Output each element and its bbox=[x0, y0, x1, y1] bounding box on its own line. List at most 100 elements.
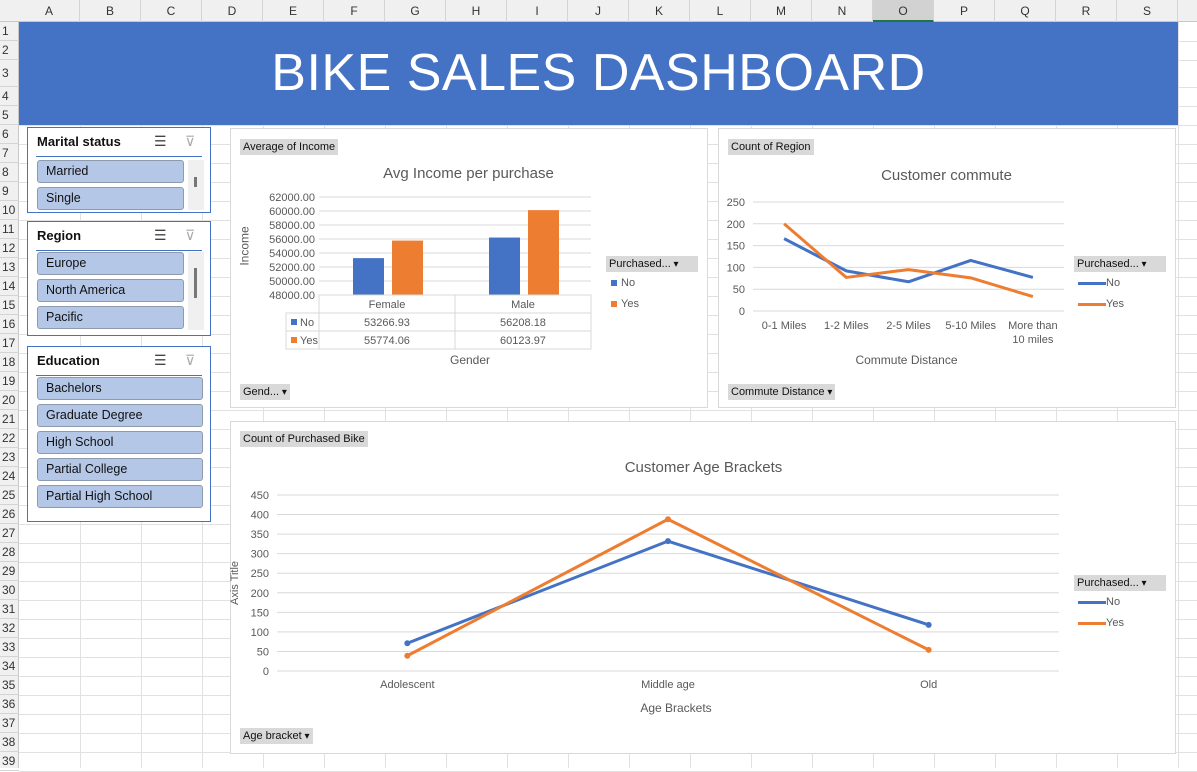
row-header-29[interactable]: 29 bbox=[0, 562, 19, 581]
row-header-16[interactable]: 16 bbox=[0, 315, 19, 334]
row-header-4[interactable]: 4 bbox=[0, 87, 19, 106]
column-header-F[interactable]: F bbox=[324, 0, 385, 22]
slicer-item-graduate-degree[interactable]: Graduate Degree bbox=[37, 404, 203, 427]
row-header-24[interactable]: 24 bbox=[0, 467, 19, 486]
row-header-12[interactable]: 12 bbox=[0, 239, 19, 258]
row-header-23[interactable]: 23 bbox=[0, 448, 19, 467]
row-header-33[interactable]: 33 bbox=[0, 638, 19, 657]
row-header-30[interactable]: 30 bbox=[0, 581, 19, 600]
legend-filter-button[interactable]: Purchased... bbox=[1074, 575, 1166, 591]
scrollbar[interactable] bbox=[188, 160, 204, 210]
column-header-J[interactable]: J bbox=[568, 0, 629, 22]
row-header-3[interactable]: 3 bbox=[0, 60, 19, 87]
row-header-20[interactable]: 20 bbox=[0, 391, 19, 410]
row-header-19[interactable]: 19 bbox=[0, 372, 19, 391]
column-header-Q[interactable]: Q bbox=[995, 0, 1056, 22]
y-tick-label: 300 bbox=[251, 549, 269, 561]
column-header-S[interactable]: S bbox=[1117, 0, 1178, 22]
scrollbar[interactable] bbox=[188, 252, 204, 330]
row-header-36[interactable]: 36 bbox=[0, 695, 19, 714]
clear-filter-icon[interactable]: ⊽ bbox=[185, 227, 196, 243]
column-header-O[interactable]: O bbox=[873, 0, 934, 22]
field-button-count-of-region[interactable]: Count of Region bbox=[728, 139, 814, 155]
row-header-17[interactable]: 17 bbox=[0, 334, 19, 353]
bar-yes-female bbox=[392, 240, 423, 295]
chart-customer-commute[interactable]: Count of Region Customer commute 250 200 1… bbox=[718, 128, 1176, 408]
legend-item-yes: Yes bbox=[611, 298, 639, 310]
row-headers: 1 2 3 4 5 6 7 8 9 10 11 12 13 14 15 16 17 18 19 20 21 22 23 24 2… bbox=[0, 22, 19, 771]
slicer-region: Region ☰ ⊽ Europe North America Pacific bbox=[27, 221, 211, 336]
chart-title: Customer commute bbox=[881, 167, 1012, 184]
field-button-average-of-income[interactable]: Average of Income bbox=[240, 139, 339, 155]
column-header-B[interactable]: B bbox=[80, 0, 141, 22]
chart-avg-income[interactable]: Average of Income Avg Income per purchas… bbox=[230, 128, 708, 408]
row-header-18[interactable]: 18 bbox=[0, 353, 19, 372]
legend-filter-button[interactable]: Purchased... bbox=[606, 256, 698, 272]
column-header-D[interactable]: D bbox=[202, 0, 263, 22]
column-header-M[interactable]: M bbox=[751, 0, 812, 22]
row-header-21[interactable]: 21 bbox=[0, 410, 19, 429]
y-tick-label: 50000.00 bbox=[269, 276, 315, 288]
legend-filter-button[interactable]: Purchased... bbox=[1074, 256, 1166, 272]
slicer-item-partial-college[interactable]: Partial College bbox=[37, 458, 203, 481]
row-header-15[interactable]: 15 bbox=[0, 296, 19, 315]
column-header-K[interactable]: K bbox=[629, 0, 690, 22]
row-header-6[interactable]: 6 bbox=[0, 125, 19, 144]
row-header-35[interactable]: 35 bbox=[0, 676, 19, 695]
row-header-5[interactable]: 5 bbox=[0, 106, 19, 125]
x-category-label: 1-2 Miles bbox=[824, 320, 869, 332]
row-header-14[interactable]: 14 bbox=[0, 277, 19, 296]
row-header-26[interactable]: 26 bbox=[0, 505, 19, 524]
clear-filter-icon[interactable]: ⊽ bbox=[185, 352, 196, 368]
x-category-label: Middle age bbox=[641, 679, 695, 691]
axis-filter-button-commute-distance[interactable]: Commute Distance bbox=[728, 384, 836, 400]
slicer-item-married[interactable]: Married bbox=[37, 160, 184, 183]
row-header-2[interactable]: 2 bbox=[0, 41, 19, 60]
row-header-27[interactable]: 27 bbox=[0, 524, 19, 543]
row-header-22[interactable]: 22 bbox=[0, 429, 19, 448]
row-header-38[interactable]: 38 bbox=[0, 733, 19, 752]
row-header-1[interactable]: 1 bbox=[0, 22, 19, 41]
row-header-7[interactable]: 7 bbox=[0, 144, 19, 163]
row-header-11[interactable]: 11 bbox=[0, 220, 19, 239]
slicer-item-pacific[interactable]: Pacific bbox=[37, 306, 184, 329]
slicer-item-north-america[interactable]: North America bbox=[37, 279, 184, 302]
row-header-8[interactable]: 8 bbox=[0, 163, 19, 182]
column-header-E[interactable]: E bbox=[263, 0, 324, 22]
column-header-I[interactable]: I bbox=[507, 0, 568, 22]
x-axis-title: Gender bbox=[449, 353, 491, 367]
slicer-item-europe[interactable]: Europe bbox=[37, 252, 184, 275]
row-header-10[interactable]: 10 bbox=[0, 201, 19, 220]
clear-filter-icon[interactable]: ⊽ bbox=[185, 133, 196, 149]
multi-select-icon[interactable]: ☰ bbox=[154, 227, 167, 243]
slicer-item-bachelors[interactable]: Bachelors bbox=[37, 377, 203, 400]
row-header-31[interactable]: 31 bbox=[0, 600, 19, 619]
column-header-N[interactable]: N bbox=[812, 0, 873, 22]
multi-select-icon[interactable]: ☰ bbox=[154, 352, 167, 368]
axis-filter-button-age-bracket[interactable]: Age bracket bbox=[240, 728, 313, 744]
row-header-34[interactable]: 34 bbox=[0, 657, 19, 676]
column-header-A[interactable]: A bbox=[19, 0, 80, 22]
row-header-25[interactable]: 25 bbox=[0, 486, 19, 505]
row-header-28[interactable]: 28 bbox=[0, 543, 19, 562]
field-button-count-of-purchased-bike[interactable]: Count of Purchased Bike bbox=[240, 431, 368, 447]
column-header-C[interactable]: C bbox=[141, 0, 202, 22]
row-header-9[interactable]: 9 bbox=[0, 182, 19, 201]
slicer-item-single[interactable]: Single bbox=[37, 187, 184, 210]
row-header-32[interactable]: 32 bbox=[0, 619, 19, 638]
row-header-13[interactable]: 13 bbox=[0, 258, 19, 277]
row-header-37[interactable]: 37 bbox=[0, 714, 19, 733]
column-header-R[interactable]: R bbox=[1056, 0, 1117, 22]
axis-filter-button-gender[interactable]: Gend... bbox=[240, 384, 290, 400]
slicer-item-high-school[interactable]: High School bbox=[37, 431, 203, 454]
multi-select-icon[interactable]: ☰ bbox=[154, 133, 167, 149]
row-header-39[interactable]: 39 bbox=[0, 752, 19, 771]
column-header-G[interactable]: G bbox=[385, 0, 446, 22]
bar-no-female bbox=[353, 258, 384, 295]
column-header-H[interactable]: H bbox=[446, 0, 507, 22]
slicer-item-partial-high-school[interactable]: Partial High School bbox=[37, 485, 203, 508]
chart-customer-age-brackets[interactable]: Count of Purchased Bike Customer Age Bra… bbox=[229, 421, 1176, 754]
y-tick-label: 50 bbox=[733, 284, 745, 296]
column-header-P[interactable]: P bbox=[934, 0, 995, 22]
column-header-L[interactable]: L bbox=[690, 0, 751, 22]
